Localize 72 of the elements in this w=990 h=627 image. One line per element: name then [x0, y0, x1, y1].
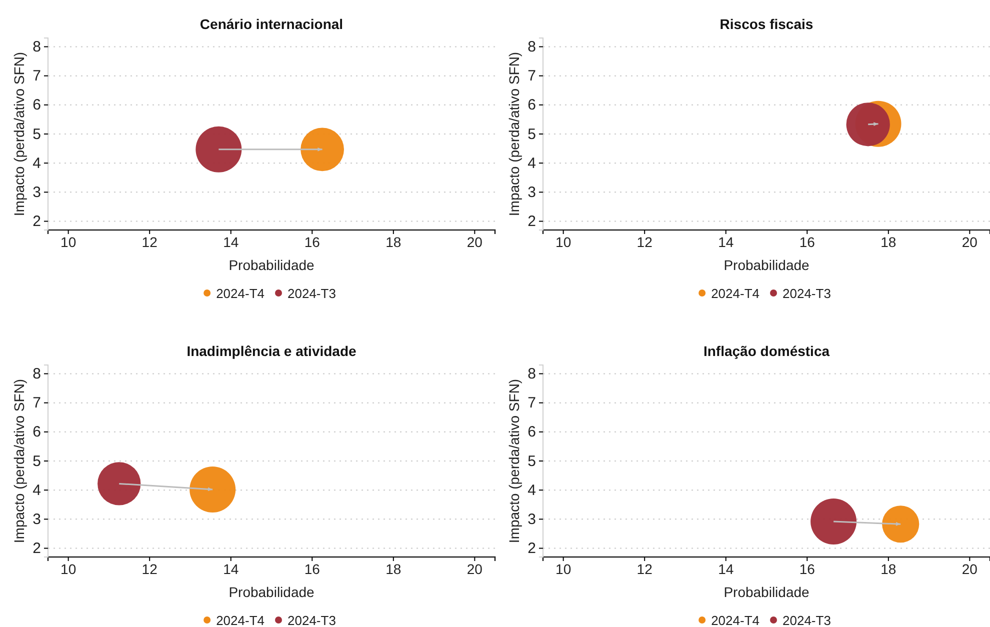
- x-tick-label: 14: [223, 560, 239, 577]
- x-tick-label: 12: [142, 560, 158, 577]
- y-tick-label: 3: [32, 510, 41, 528]
- y-tick-label: 5: [32, 126, 41, 143]
- x-tick-label: 12: [636, 560, 653, 577]
- y-tick-label: 8: [528, 366, 536, 383]
- x-tick-label: 16: [799, 560, 816, 577]
- x-tick-label: 16: [304, 234, 320, 250]
- x-tick-label: 18: [386, 234, 402, 250]
- x-tick-label: 14: [223, 234, 239, 250]
- x-tick-label: 10: [60, 560, 76, 577]
- y-tick-label: 6: [32, 96, 41, 114]
- x-tick-label: 10: [556, 560, 572, 577]
- x-tick-label: 14: [718, 560, 734, 577]
- y-tick-label: 8: [528, 38, 536, 56]
- y-tick-label: 5: [32, 452, 41, 470]
- y-tick-label: 4: [528, 154, 536, 172]
- y-tick-label: 6: [32, 424, 41, 441]
- legend-label: 2024-T4: [216, 613, 264, 627]
- x-axis-title: Probabilidade: [724, 584, 810, 600]
- y-tick-label: 4: [528, 482, 536, 499]
- y-tick-label: 7: [528, 394, 536, 412]
- x-tick-label: 18: [880, 234, 896, 250]
- y-axis-title: Impacto (perda/ativo SFN): [506, 378, 522, 544]
- x-tick-label: 16: [304, 560, 320, 577]
- y-tick-label: 7: [32, 394, 41, 412]
- y-tick-label: 2: [32, 540, 41, 558]
- legend-label: 2024-T4: [216, 286, 264, 301]
- legend-label: 2024-T4: [711, 286, 760, 301]
- x-axis-title: Probabilidade: [724, 257, 810, 273]
- x-axis-title: Probabilidade: [228, 584, 315, 600]
- x-tick-label: 10: [60, 234, 76, 250]
- y-tick-label: 5: [528, 126, 536, 143]
- y-tick-label: 4: [32, 154, 41, 172]
- legend-label: 2024-T3: [288, 613, 336, 627]
- x-tick-label: 10: [556, 234, 572, 250]
- y-tick-label: 3: [528, 510, 536, 528]
- chart-title: Inadimplência e atividade: [186, 343, 357, 359]
- chart-title: Riscos fiscais: [720, 16, 814, 32]
- legend-label: 2024-T3: [782, 286, 831, 301]
- x-tick-label: 20: [962, 560, 978, 577]
- x-tick-label: 14: [718, 234, 734, 250]
- y-tick-label: 6: [528, 96, 536, 114]
- x-tick-label: 20: [962, 234, 978, 250]
- y-tick-label: 2: [528, 213, 536, 230]
- chart-title: Inflação doméstica: [703, 343, 830, 359]
- x-tick-label: 16: [799, 234, 816, 250]
- y-tick-label: 4: [32, 482, 41, 499]
- x-tick-label: 18: [386, 560, 402, 577]
- y-axis-title: Impacto (perda/ativo SFN): [506, 52, 522, 216]
- legend-label: 2024-T3: [288, 286, 336, 301]
- y-axis-title: Impacto (perda/ativo SFN): [11, 378, 27, 544]
- y-tick-label: 6: [528, 424, 536, 441]
- y-tick-label: 8: [32, 366, 41, 383]
- x-tick-label: 12: [142, 234, 158, 250]
- chart-title: Cenário internacional: [200, 16, 344, 32]
- x-tick-label: 12: [636, 234, 653, 250]
- y-tick-label: 7: [528, 68, 536, 85]
- y-tick-label: 3: [32, 184, 41, 201]
- legend-label: 2024-T3: [782, 613, 831, 627]
- x-tick-label: 20: [466, 560, 483, 577]
- legend-label: 2024-T4: [711, 613, 760, 627]
- y-tick-label: 5: [528, 452, 536, 470]
- y-tick-label: 8: [32, 38, 41, 56]
- x-axis-title: Probabilidade: [228, 257, 315, 273]
- y-tick-label: 3: [528, 184, 536, 201]
- y-tick-label: 2: [528, 540, 536, 558]
- y-axis-title: Impacto (perda/ativo SFN): [11, 52, 27, 216]
- y-tick-label: 2: [32, 213, 41, 230]
- y-tick-label: 7: [32, 68, 41, 85]
- x-tick-label: 18: [880, 560, 896, 577]
- x-tick-label: 20: [466, 234, 483, 250]
